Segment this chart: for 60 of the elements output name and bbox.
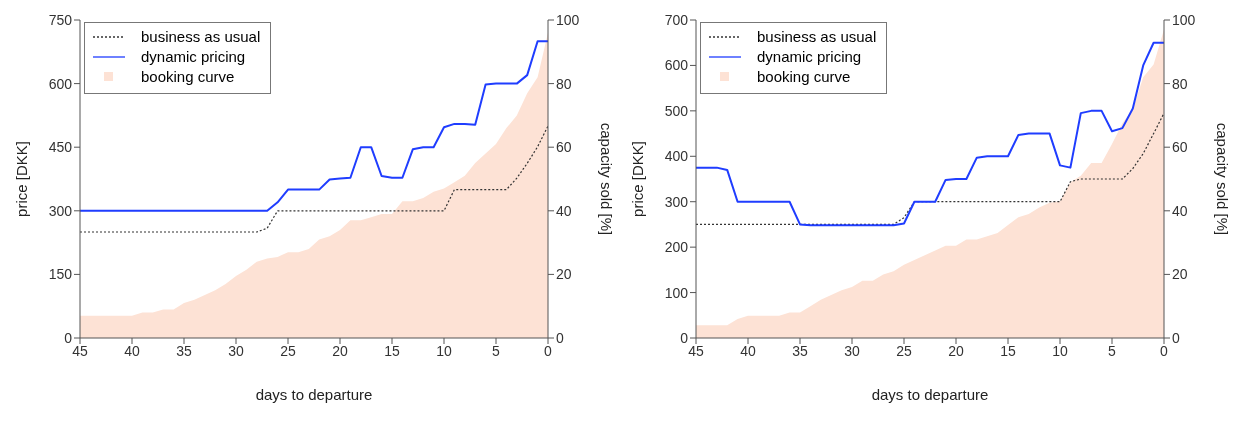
y2-tick-label: 60: [556, 139, 572, 156]
x-axis-title: days to departure: [255, 386, 373, 403]
legend-label: business as usual: [141, 27, 261, 47]
x-tick-label: 30: [228, 342, 244, 359]
y2-tick-label: 40: [556, 202, 572, 219]
y-tick-label: 100: [664, 284, 689, 301]
x-tick-label: 20: [948, 342, 964, 359]
x-tick-label: 45: [688, 342, 704, 359]
x-tick-label: 35: [792, 342, 808, 359]
x-axis-title: days to departure: [871, 386, 989, 403]
y2-axis-title: capacity sold [%]: [1213, 122, 1231, 236]
y2-tick-label: 0: [1172, 329, 1180, 346]
legend-label: business as usual: [757, 27, 877, 47]
x-tick-label: 10: [436, 342, 452, 359]
x-tick-label: 20: [332, 342, 348, 359]
y2-tick-label: 80: [1172, 75, 1188, 92]
y2-tick-label: 20: [556, 266, 572, 283]
x-tick-label: 25: [896, 342, 912, 359]
y2-tick-label: 60: [1172, 139, 1188, 156]
x-tick-label: 45: [72, 342, 88, 359]
y-tick-label: 150: [48, 266, 73, 283]
legend-label: booking curve: [141, 67, 235, 87]
line-series: [80, 40, 548, 212]
y2-tick-label: 80: [556, 75, 572, 92]
y-tick-label: 750: [48, 11, 73, 28]
y-tick-label: 0: [680, 329, 689, 346]
legend-label: dynamic pricing: [757, 47, 862, 67]
x-tick-label: 10: [1052, 342, 1068, 359]
y-tick-label: 500: [664, 102, 689, 119]
y-tick-label: 600: [664, 57, 689, 74]
y-tick-label: 450: [48, 139, 73, 156]
x-tick-label: 15: [1000, 342, 1016, 359]
x-tick-label: 25: [280, 342, 296, 359]
y-tick-label: 600: [48, 75, 73, 92]
x-tick-label: 40: [740, 342, 756, 359]
y-axis-title: price [DKK]: [629, 141, 647, 217]
x-tick-label: 0: [1160, 342, 1169, 359]
y-tick-label: 0: [64, 329, 73, 346]
y2-tick-label: 100: [556, 11, 580, 28]
y-tick-label: 300: [48, 202, 73, 219]
y-tick-label: 200: [664, 239, 689, 256]
legend-label: booking curve: [757, 67, 851, 87]
x-tick-label: 35: [176, 342, 192, 359]
y2-tick-label: 0: [556, 329, 564, 346]
x-tick-label: 0: [544, 342, 553, 359]
y2-tick-label: 100: [1172, 11, 1196, 28]
y-tick-label: 300: [664, 193, 689, 210]
x-tick-label: 15: [384, 342, 400, 359]
x-tick-label: 40: [124, 342, 140, 359]
x-tick-label: 30: [844, 342, 860, 359]
y-tick-label: 700: [664, 11, 689, 28]
y-tick-label: 400: [664, 148, 689, 165]
y2-axis-title: capacity sold [%]: [597, 122, 615, 236]
line-series: [696, 41, 1164, 227]
y2-tick-label: 40: [1172, 202, 1188, 219]
legend-label: dynamic pricing: [141, 47, 246, 67]
x-tick-label: 5: [492, 342, 501, 359]
x-tick-label: 5: [1108, 342, 1117, 359]
y2-tick-label: 20: [1172, 266, 1188, 283]
y-axis-title: price [DKK]: [13, 141, 31, 217]
